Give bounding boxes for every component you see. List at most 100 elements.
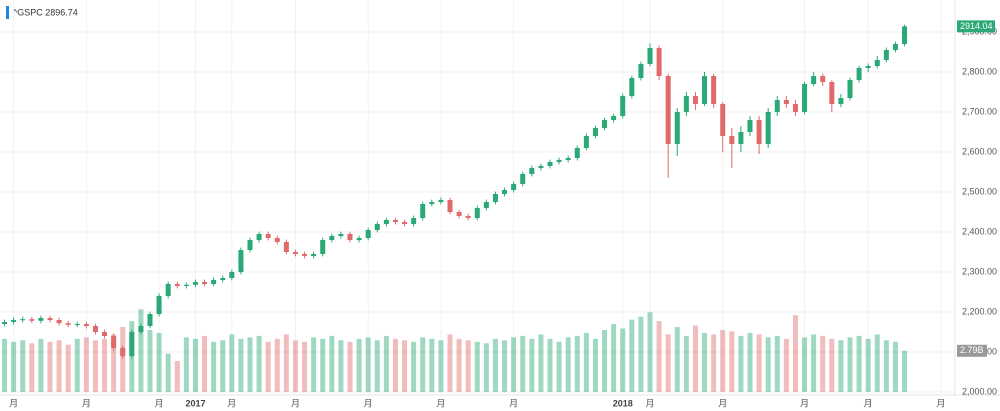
volume-bar xyxy=(702,332,708,392)
candle-body xyxy=(892,44,898,50)
candle-body xyxy=(465,216,471,218)
candle-body xyxy=(202,282,208,284)
x-tick-label: 月 xyxy=(800,398,809,408)
candle-body xyxy=(302,254,308,256)
volume-bar xyxy=(47,341,53,392)
candle-body xyxy=(765,112,771,144)
title-marker xyxy=(6,6,9,19)
volume-bar xyxy=(238,338,244,392)
candle-body xyxy=(47,318,53,320)
volume-bar xyxy=(511,337,517,392)
candle-body xyxy=(138,326,144,332)
volume-bar xyxy=(665,334,671,392)
candle-body xyxy=(620,96,626,116)
volume-bar xyxy=(65,344,71,392)
candle-body xyxy=(156,296,162,314)
candle-body xyxy=(256,234,262,240)
candle-body xyxy=(2,322,8,324)
y-tick-label: 2,600.00 xyxy=(962,146,997,156)
volume-bar xyxy=(265,341,271,392)
last-price-label: 2914.04 xyxy=(960,21,993,31)
volume-bar xyxy=(211,341,217,392)
candle-body xyxy=(883,50,889,60)
volume-bar xyxy=(574,335,580,392)
candle-body xyxy=(247,240,253,250)
candle-body xyxy=(83,324,89,326)
candle-body xyxy=(492,194,498,202)
candle-body xyxy=(456,212,462,216)
volume-bar xyxy=(356,338,362,392)
candle-body xyxy=(429,202,435,204)
volume-bar xyxy=(192,338,198,392)
candle-body xyxy=(811,76,817,84)
candle-body xyxy=(829,82,835,104)
volume-bar xyxy=(529,338,535,392)
y-tick-label: 2,500.00 xyxy=(962,186,997,196)
x-tick-label: 月 xyxy=(227,398,236,408)
volume-bar xyxy=(402,340,408,392)
volume-bar xyxy=(774,335,780,392)
candle-body xyxy=(374,224,380,230)
volume-bar xyxy=(583,332,589,392)
volume-bar xyxy=(729,331,735,392)
volume-bar xyxy=(74,338,80,392)
candle-body xyxy=(792,104,798,112)
x-tick-label: 2017 xyxy=(185,398,205,408)
y-tick-label: 2,200.00 xyxy=(962,306,997,316)
candle-body xyxy=(565,158,571,160)
volume-bar xyxy=(11,341,17,392)
y-tick-label: 2,000.00 xyxy=(962,386,997,396)
candle-body xyxy=(711,76,717,104)
volume-bar xyxy=(683,335,689,392)
candle-body xyxy=(647,48,653,64)
volume-bar xyxy=(629,319,635,392)
candle-body xyxy=(438,200,444,202)
volume-bar xyxy=(674,327,680,392)
candle-body xyxy=(274,238,280,242)
candle-body xyxy=(447,200,453,212)
x-tick-label: 月 xyxy=(864,398,873,408)
candle-body xyxy=(11,320,17,322)
candle-body xyxy=(756,120,762,144)
x-tick-label: 月 xyxy=(936,398,945,408)
volume-bar xyxy=(547,338,553,392)
candle-body xyxy=(229,272,235,278)
candle-body xyxy=(629,78,635,96)
candle-body xyxy=(720,104,726,136)
candle-body xyxy=(674,112,680,144)
candle-body xyxy=(783,100,789,104)
volume-bar xyxy=(711,334,717,392)
candle-body xyxy=(29,319,35,321)
candle-body xyxy=(574,148,580,158)
candle-body xyxy=(583,136,589,148)
candle-body xyxy=(502,190,508,194)
candle-body xyxy=(656,48,662,76)
candle-body xyxy=(729,136,735,144)
volume-bar xyxy=(38,338,44,392)
candle-body xyxy=(611,116,617,120)
volume-bar xyxy=(283,334,289,392)
candle-body xyxy=(20,319,26,321)
candle-body xyxy=(292,252,298,254)
candle-body xyxy=(602,120,608,128)
volume-bar xyxy=(202,335,208,392)
volume-bar xyxy=(520,335,526,392)
volume-bar xyxy=(502,340,508,392)
volume-bar xyxy=(156,332,162,392)
volume-bar xyxy=(302,341,308,392)
candle-body xyxy=(56,320,62,324)
candle-body xyxy=(638,64,644,78)
volume-bar xyxy=(811,334,817,392)
candle-body xyxy=(102,332,108,336)
x-tick-label: 月 xyxy=(155,398,164,408)
volume-bar xyxy=(383,335,389,392)
volume-bar xyxy=(565,337,571,392)
volume-bar xyxy=(538,334,544,392)
y-tick-label: 2,400.00 xyxy=(962,226,997,236)
volume-bar xyxy=(102,338,108,392)
volume-bar xyxy=(411,341,417,392)
volume-bar xyxy=(692,325,698,392)
volume-bar xyxy=(338,340,344,392)
volume-bar xyxy=(174,360,180,392)
candle-body xyxy=(147,314,153,326)
